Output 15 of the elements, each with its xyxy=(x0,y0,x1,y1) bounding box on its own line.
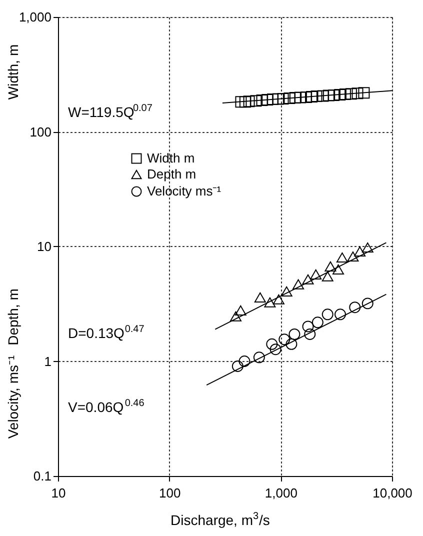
legend-label: Velocity ms⁻¹ xyxy=(147,184,222,198)
x-tick-label: 1,000 xyxy=(264,486,298,500)
x-tick-label: 100 xyxy=(158,486,181,500)
text: Depth, m xyxy=(5,288,21,346)
y-axis-title: Width, m xyxy=(5,44,21,100)
y-tick-label: 1,000 xyxy=(18,10,52,24)
legend-label: Depth m xyxy=(147,166,196,182)
text: Velocity, ms⁻¹ xyxy=(5,355,21,439)
x-tick-label: 10,000 xyxy=(372,486,412,500)
y-tick-label: 1 xyxy=(44,354,52,369)
y-tick-label: 100 xyxy=(30,124,52,140)
y-tick-label: 0.1 xyxy=(33,468,52,484)
x-tick-label: 10 xyxy=(51,486,66,500)
legend-label: Width m xyxy=(147,150,195,166)
y-tick-label: 10 xyxy=(37,239,52,254)
